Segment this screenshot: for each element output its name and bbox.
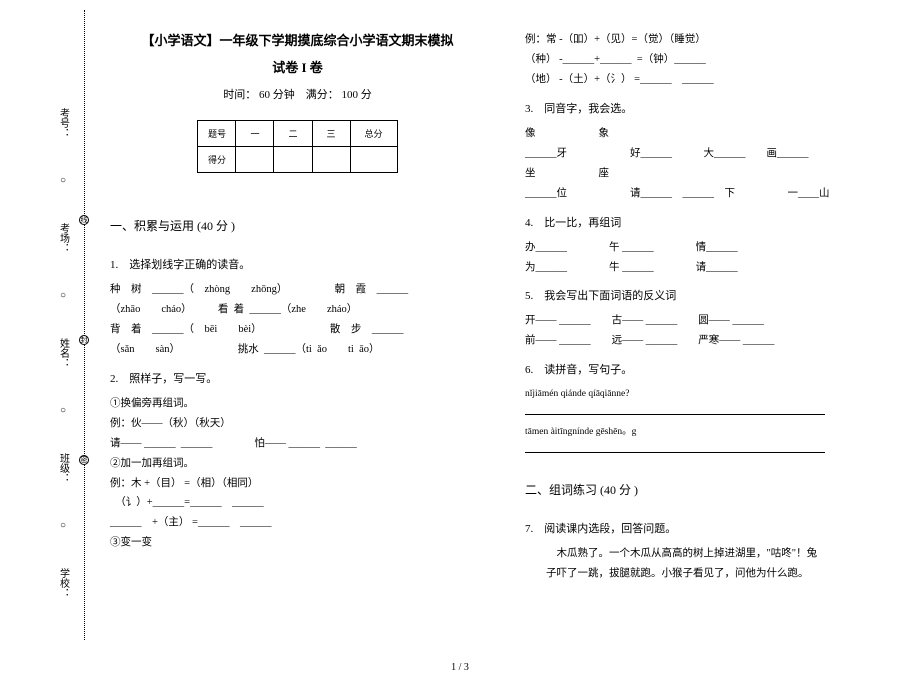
- pinyin-line: nǐjiāmén qiánde qíāqiānne?: [525, 385, 900, 403]
- question-line: 为______ 牛 ______ 请______: [525, 258, 900, 278]
- page-number: 1 / 3: [451, 662, 469, 673]
- binding-label: 班级：: [56, 420, 71, 515]
- cell: 二: [274, 121, 312, 147]
- question-label: 6. 读拼音，写句子。: [525, 361, 900, 377]
- binding-sep: ○: [60, 515, 66, 535]
- cell: 题号: [198, 121, 236, 147]
- question-line: 前—— ______ 远—— ______ 严寒—— ______: [525, 331, 900, 351]
- exam-title: 【小学语文】一年级下学期摸底综合小学语文期末模拟: [110, 30, 485, 49]
- question-line: （地） -（土）+（氵） =______ ______: [525, 70, 900, 90]
- question-line: 开—— ______ 古—— ______ 圆—— ______: [525, 311, 900, 331]
- question-line: 办______ 午 ______ 情______: [525, 238, 900, 258]
- question-line: ______位 请______ ______ 下 一____山: [525, 184, 900, 204]
- cell: 总分: [350, 121, 397, 147]
- question-line: （种） -______+______ =（钟）______: [525, 50, 900, 70]
- question-label: 3. 同音字，我会选。: [525, 100, 900, 116]
- cell: [274, 147, 312, 173]
- score-table: 题号 一 二 三 总分 得分: [197, 120, 397, 173]
- question-line: ③变一变: [110, 533, 485, 553]
- binding-sep: ○: [60, 170, 66, 190]
- question-line: 例：常 -（吅）+（见）=（觉）（睡觉）: [525, 30, 900, 50]
- cell: [236, 147, 274, 173]
- question-line: ______ +（主） =______ ______: [110, 513, 485, 533]
- question-line: 种 树 ______（ zhòng zhōng） 朝 霞 ______: [110, 280, 485, 300]
- binding-label: 姓名：: [56, 305, 71, 400]
- cell: [350, 147, 397, 173]
- binding-strip: 学校： ○ 班级： ○ 姓名： ○ 考场： ○ 考号：: [48, 0, 78, 640]
- question-line: ______牙 好______ 大______ 画______: [525, 144, 900, 164]
- question-label: 7. 阅读课内选段，回答问题。: [525, 520, 900, 536]
- binding-sep: ○: [60, 285, 66, 305]
- question-label: 1. 选择划线字正确的读音。: [110, 256, 485, 272]
- passage-line: 子吓了一跳，拔腿就跑。小猴子看见了，问他为什么跑。: [525, 564, 900, 584]
- left-column: 【小学语文】一年级下学期摸底综合小学语文期末模拟 试卷 I 卷 时间： 60 分…: [110, 30, 485, 661]
- question-label: 5. 我会写出下面词语的反义词: [525, 287, 900, 303]
- seal-char: 线: [79, 215, 89, 225]
- seal-char: 密: [79, 455, 89, 465]
- binding-sep: ○: [60, 400, 66, 420]
- exam-timing: 时间： 60 分钟 满分： 100 分: [110, 86, 485, 102]
- question-line: ②加一加再组词。: [110, 454, 485, 474]
- question-line: （sǎn sàn） 挑水 ______（ti ǎo ti āo）: [110, 340, 485, 360]
- right-column: 例：常 -（吅）+（见）=（觉）（睡觉） （种） -______+______ …: [525, 30, 900, 661]
- blank-line: [525, 403, 900, 423]
- question-line: （讠）+______=______ ______: [110, 493, 485, 513]
- question-line: 背 着 ______（ bēi bèi） 散 步 ______: [110, 320, 485, 340]
- blank-line: [525, 441, 900, 461]
- cell: 一: [236, 121, 274, 147]
- seal-char: 封: [79, 335, 89, 345]
- binding-label: 考号：: [56, 75, 71, 170]
- question-label: 2. 照样子，写一写。: [110, 370, 485, 386]
- question-line: 请—— ______ ______ 怕—— ______ ______: [110, 434, 485, 454]
- binding-label: 学校：: [56, 535, 71, 630]
- question-line: 例：伙——（秋）（秋天）: [110, 414, 485, 434]
- question-line: 例：木 +（目） =（相）（相同）: [110, 474, 485, 494]
- fold-line: [84, 10, 85, 640]
- page-content: 【小学语文】一年级下学期摸底综合小学语文期末模拟 试卷 I 卷 时间： 60 分…: [110, 30, 900, 661]
- pinyin-line: tāmen àitīngnínde gēshēn。g: [525, 423, 900, 441]
- section-heading: 一、积累与运用 (40 分 ): [110, 217, 485, 234]
- cell: 得分: [198, 147, 236, 173]
- question-line: 像 象: [525, 124, 900, 144]
- binding-label: 考场：: [56, 190, 71, 285]
- section-heading: 二、组词练习 (40 分 ): [525, 481, 900, 498]
- exam-subtitle: 试卷 I 卷: [110, 57, 485, 76]
- question-label: 4. 比一比，再组词: [525, 214, 900, 230]
- table-row: 题号 一 二 三 总分: [198, 121, 397, 147]
- table-row: 得分: [198, 147, 397, 173]
- question-line: ①换偏旁再组词。: [110, 394, 485, 414]
- question-line: （zhāo cháo） 看 着 ______（zhe zháo）: [110, 300, 485, 320]
- cell: [312, 147, 350, 173]
- cell: 三: [312, 121, 350, 147]
- question-line: 坐 座: [525, 164, 900, 184]
- passage-line: 木瓜熟了。一个木瓜从高高的树上掉进湖里，"咕咚"！兔: [525, 544, 900, 564]
